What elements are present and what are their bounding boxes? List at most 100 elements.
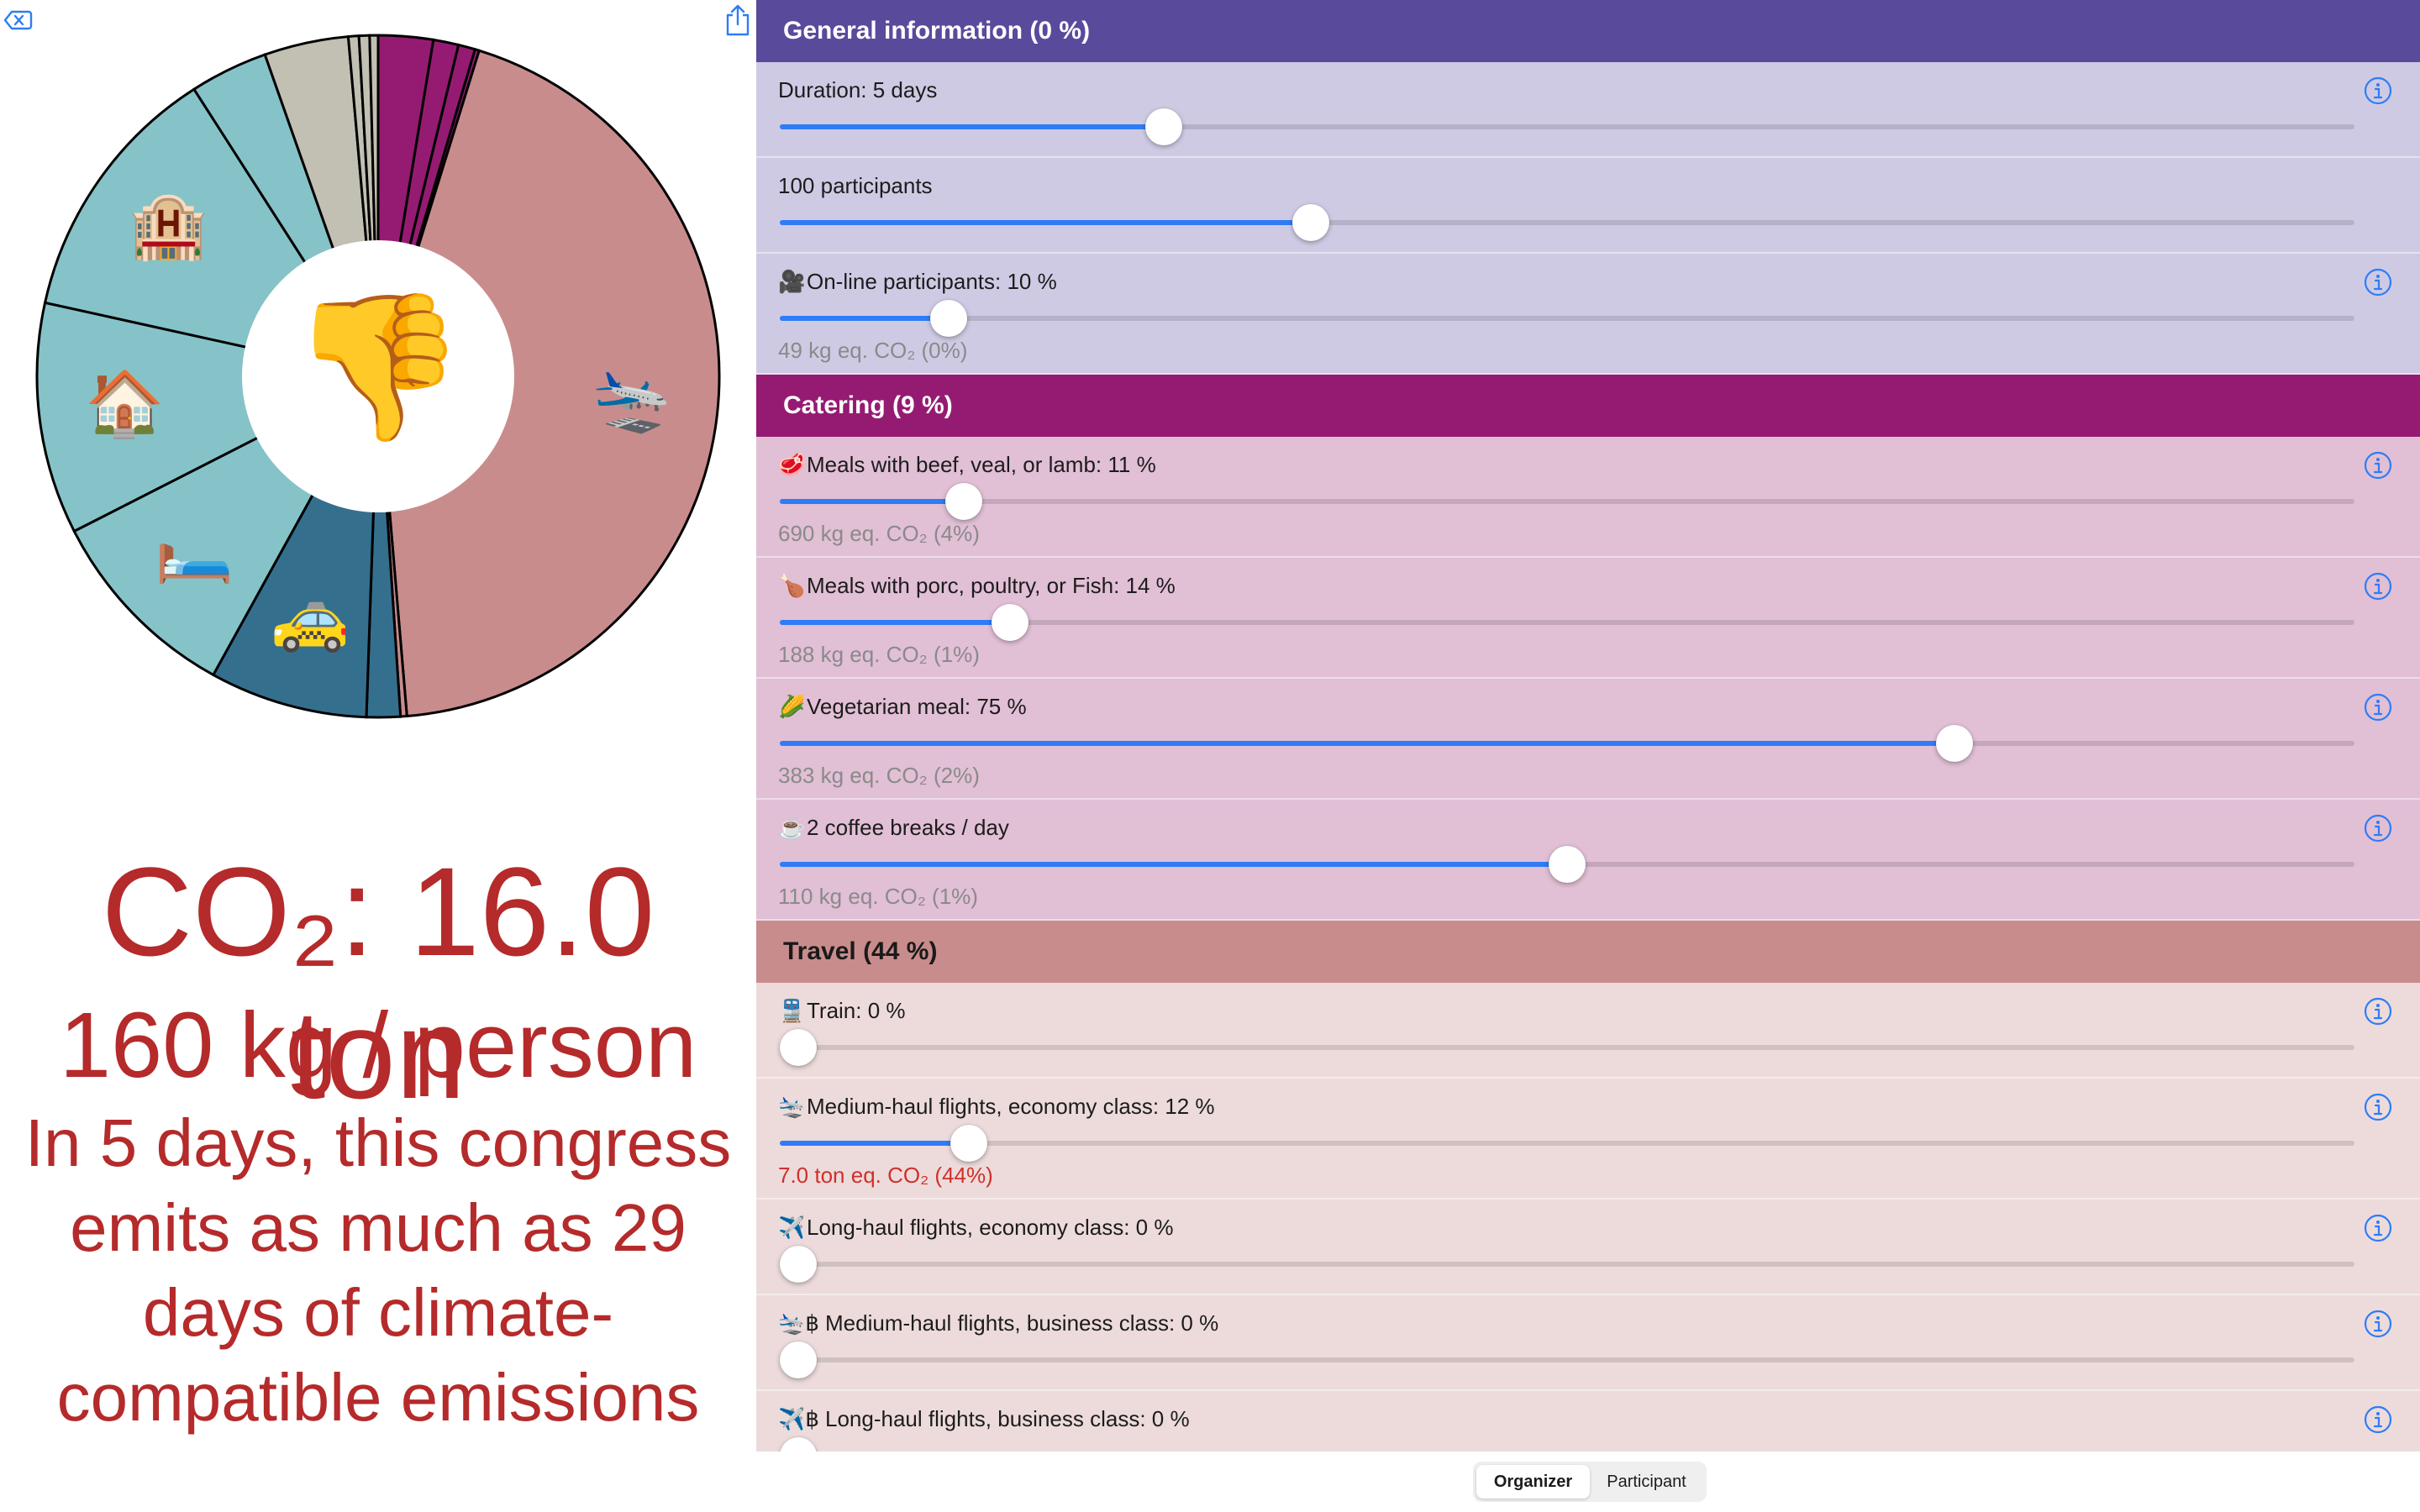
slider-thumb[interactable] [1292,204,1329,241]
setting-label: 🛬Medium-haul flights, economy class: 12 … [778,1094,1215,1120]
setting-result: 49 kg eq. CO₂ (0%) [778,338,968,363]
info-icon[interactable] [2363,267,2393,297]
info-icon[interactable] [2363,1309,2393,1339]
donut-slice-travel [376,49,721,718]
section-header: General information (0 %) [756,0,2420,62]
donut-slice-emoji-icon: 🏨 [129,190,208,263]
co2-comparison: In 5 days, this congress emits as much a… [24,1105,732,1435]
info-icon[interactable] [2363,1092,2393,1122]
setting-emoji-icon: 🎥 [778,269,806,294]
slider-thumb[interactable] [991,604,1028,641]
setting-label-text: Long-haul flights, business class: 0 % [825,1406,1190,1431]
setting-result: 690 kg eq. CO₂ (4%) [778,521,980,546]
setting-emoji-icon: 🌽 [778,694,806,719]
info-icon[interactable] [2363,692,2393,722]
setting-result: 383 kg eq. CO₂ (2%) [778,763,980,788]
co2-subscript: ₂ [290,841,339,982]
setting-emoji-icon: 🥩 [778,452,806,477]
info-icon[interactable] [2363,813,2393,843]
tab-participant[interactable]: Participant [1607,1472,1686,1491]
slider-track[interactable] [780,1341,2354,1378]
section-header: Travel (44 %) [756,921,2420,983]
info-icon[interactable] [2363,450,2393,480]
slider-track[interactable] [780,108,2354,145]
setting-label-text: Meals with porc, poultry, or Fish: 14 % [807,573,1176,598]
info-icon[interactable] [2363,1404,2393,1435]
summary-pane: 🛬 🚕 🛏️ 🏠 🏨 👎 CO₂: 16.0 ton 160 kg / person I… [0,0,756,1512]
slider-track[interactable] [780,300,2354,337]
setting-label-text: Train: 0 % [807,998,906,1023]
setting-label-text: 100 participants [778,173,933,198]
donut-hole [242,240,514,512]
slider-thumb[interactable] [950,1125,987,1162]
setting-label-text: Duration: 5 days [778,77,938,102]
setting-label-text: Meals with beef, veal, or lamb: 11 % [807,452,1156,477]
setting-row: 🚆Train: 0 % [756,983,2420,1079]
setting-row: ✈️Long-haul flights, economy class: 0 % [756,1200,2420,1295]
donut-slice-emoji-icon: 🚕 [271,582,350,654]
slider-track[interactable] [780,1029,2354,1066]
tab-organizer[interactable]: Organizer [1476,1465,1590,1499]
setting-row: 🛬Medium-haul flights, economy class: 12 … [756,1079,2420,1200]
info-icon[interactable] [2363,571,2393,601]
slider-thumb[interactable] [929,300,967,337]
setting-label: 🛬฿ Medium-haul flights, business class: 0… [778,1310,1218,1336]
slider-thumb[interactable] [780,1341,817,1378]
setting-row: 100 participants [756,158,2420,254]
setting-label: ✈️Long-haul flights, economy class: 0 % [778,1215,1173,1241]
setting-label: 100 participants [778,173,933,199]
setting-label-text: 2 coffee breaks / day [807,815,1009,840]
slider-thumb[interactable] [780,1437,817,1452]
close-icon[interactable] [3,5,34,35]
slider-track[interactable] [780,846,2354,883]
bottom-bar: Organizer Participant [0,1452,2420,1512]
setting-emoji-icon: ☕ [778,815,806,840]
info-icon[interactable] [2363,1213,2393,1243]
setting-row: 🛬฿ Medium-haul flights, business class: 0… [756,1295,2420,1391]
setting-row: Duration: 5 days [756,62,2420,158]
slider-track[interactable] [780,1125,2354,1162]
slider-thumb[interactable] [780,1246,817,1283]
slider-thumb[interactable] [1549,846,1586,883]
slider-thumb[interactable] [1145,108,1183,145]
setting-label-text: On-line participants: 10 % [807,269,1057,294]
slider-thumb[interactable] [1936,725,1973,762]
info-icon[interactable] [2363,76,2393,106]
slider-fill [780,220,1311,225]
setting-emoji-icon: ✈️ [778,1215,806,1240]
setting-label: 🥩Meals with beef, veal, or lamb: 11 % [778,452,1156,478]
slider-track[interactable] [780,204,2354,241]
setting-label: 🌽Vegetarian meal: 75 % [778,694,1027,720]
co2-total: CO₂: 16.0 ton [0,840,756,1126]
setting-label: 🚆Train: 0 % [778,998,906,1024]
setting-label-text: Medium-haul flights, economy class: 12 % [807,1094,1215,1119]
mode-segmented-control[interactable]: Organizer Participant [1473,1462,1707,1502]
setting-row: ☕2 coffee breaks / day 110 kg eq. CO₂ (1%… [756,800,2420,921]
slider-thumb[interactable] [945,483,983,520]
donut-slice-emoji-icon: 🛬 [592,364,672,435]
slider-track[interactable] [780,1246,2354,1283]
slider-track[interactable] [780,604,2354,641]
share-icon[interactable] [723,3,753,37]
co2-prefix: CO [101,841,291,982]
slider-fill [780,862,1567,867]
slider-thumb[interactable] [780,1029,817,1066]
donut-slice-emoji-icon: 🛏️ [155,513,234,585]
donut-slice-emoji-icon: 🏠 [85,369,165,440]
setting-label: 🎥On-line participants: 10 % [778,269,1057,295]
co2-value: : 16.0 ton [290,841,655,1125]
section-header: Catering (9 %) [756,375,2420,437]
setting-label-text: Vegetarian meal: 75 % [807,694,1027,719]
slider-track[interactable] [780,725,2354,762]
setting-emoji-icon: 🛬 [778,1094,806,1119]
setting-row: 🎥On-line participants: 10 % 49 kg eq. CO₂… [756,254,2420,375]
setting-row: 🍗Meals with porc, poultry, or Fish: 14 %… [756,558,2420,679]
slider-fill [780,620,1010,625]
setting-label-text: Long-haul flights, economy class: 0 % [807,1215,1174,1240]
slider-track[interactable] [780,483,2354,520]
setting-row: ✈️฿ Long-haul flights, business class: 0 … [756,1391,2420,1452]
settings-list[interactable]: General information (0 %) Duration: 5 day… [756,0,2420,1452]
setting-label: ☕2 coffee breaks / day [778,815,1009,841]
info-icon[interactable] [2363,996,2393,1026]
setting-label-text: Medium-haul flights, business class: 0 % [825,1310,1219,1336]
